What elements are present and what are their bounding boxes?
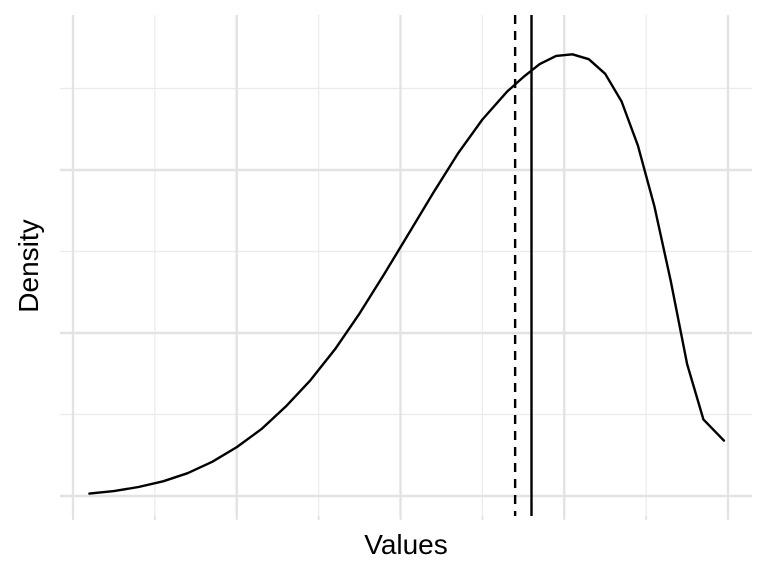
series-line-density [88, 53, 726, 495]
reference-lines [513, 15, 533, 516]
series-layer [88, 53, 726, 495]
y-axis-label: Density [13, 219, 44, 312]
axis-ticks [72, 516, 729, 520]
x-axis-label: Values [364, 529, 448, 560]
minor-grid [60, 15, 752, 516]
major-grid [60, 15, 752, 516]
